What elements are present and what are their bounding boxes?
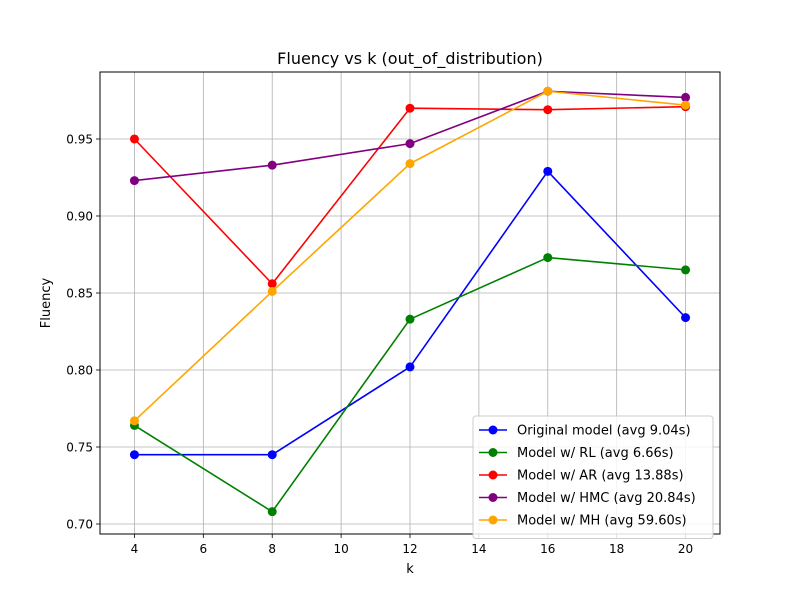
data-point — [405, 362, 415, 372]
x-tick-label: 8 — [268, 542, 276, 556]
data-point — [129, 134, 139, 144]
data-point — [267, 279, 277, 289]
legend-marker — [488, 448, 498, 457]
x-tick-label: 4 — [131, 542, 139, 556]
y-tick-label: 0.75 — [66, 440, 93, 454]
series — [129, 166, 691, 460]
data-point — [681, 265, 691, 275]
y-axis-label: Fluency — [39, 277, 54, 328]
legend-label: Model w/ HMC (avg 20.84s) — [517, 491, 696, 506]
x-tick-label: 6 — [200, 542, 208, 556]
legend-marker — [488, 493, 498, 502]
data-point — [543, 253, 553, 263]
legend-marker — [488, 425, 498, 435]
legend-marker — [488, 515, 498, 525]
data-point — [129, 416, 139, 426]
data-point — [267, 450, 277, 460]
chart-title: Fluency vs k (out_of_distribution) — [277, 49, 543, 69]
series-lines — [129, 86, 691, 517]
data-point — [129, 450, 139, 460]
x-tick-label: 18 — [609, 542, 624, 556]
axis-ticks: 4 6 8 10 12 14 16 18 20 0.70 0.75 0.80 0.85 0.90 0.95 — [66, 132, 693, 556]
data-point — [405, 103, 415, 113]
legend-marker — [488, 470, 498, 480]
legend: Original model (avg 9.04s) Model w/ RL (a… — [472, 415, 714, 539]
data-point — [681, 100, 691, 110]
x-tick-label: 10 — [333, 542, 348, 556]
legend-label: Model w/ AR (avg 13.88s) — [517, 469, 684, 484]
y-tick-label: 0.95 — [66, 132, 93, 146]
series — [129, 86, 691, 426]
x-tick-label: 20 — [678, 542, 693, 556]
data-point — [267, 286, 277, 296]
data-point — [129, 176, 139, 186]
y-tick-label: 0.80 — [66, 363, 93, 377]
y-tick-label: 0.90 — [66, 209, 93, 223]
x-tick-label: 12 — [402, 542, 417, 556]
legend-label: Original model (avg 9.04s) — [517, 424, 691, 439]
y-tick-label: 0.70 — [66, 517, 93, 531]
data-point — [405, 159, 415, 169]
data-point — [405, 139, 415, 149]
data-point — [543, 105, 553, 115]
data-point — [681, 92, 691, 102]
y-tick-label: 0.85 — [66, 286, 93, 300]
legend-box — [472, 415, 714, 539]
x-tick-label: 14 — [471, 542, 486, 556]
data-point — [267, 160, 277, 170]
x-tick-label: 16 — [540, 542, 555, 556]
data-point — [543, 166, 553, 176]
data-point — [405, 314, 415, 324]
x-axis-label: k — [406, 562, 414, 577]
data-point — [543, 86, 553, 96]
data-point — [681, 313, 691, 323]
data-point — [267, 507, 277, 517]
legend-label: Model w/ RL (avg 6.66s) — [517, 446, 674, 461]
legend-label: Model w/ MH (avg 59.60s) — [517, 514, 687, 529]
